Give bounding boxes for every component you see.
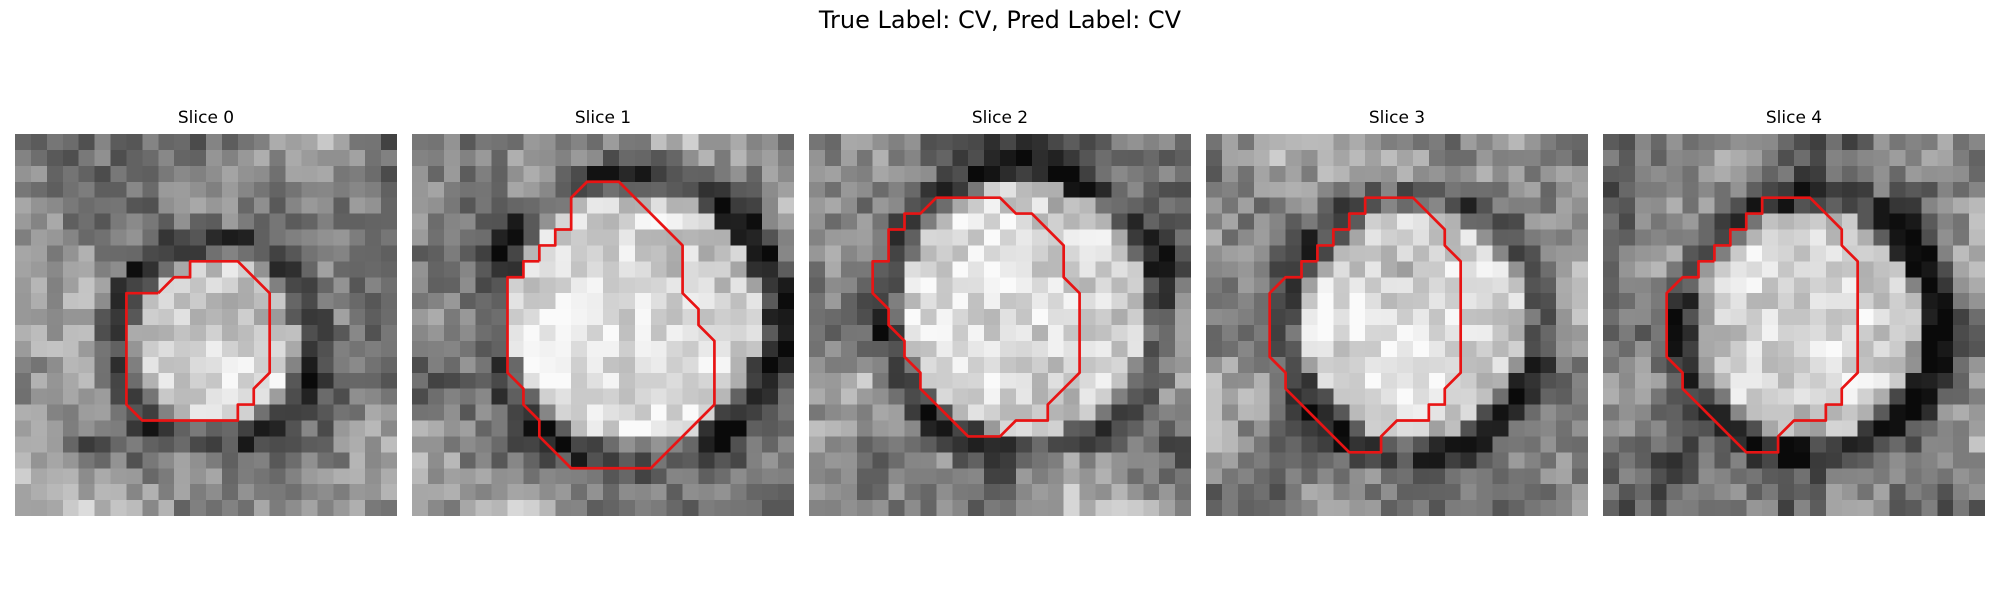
slice-2-contour bbox=[871, 196, 1081, 438]
slice-0-image bbox=[15, 134, 397, 516]
slice-4-contour bbox=[1665, 196, 1860, 454]
slice-3-image bbox=[1206, 134, 1588, 516]
slice-0-title: Slice 0 bbox=[177, 108, 235, 128]
slice-1-image bbox=[412, 134, 794, 516]
figure-title: True Label: CV, Pred Label: CV bbox=[818, 6, 1182, 34]
slice-4-image bbox=[1603, 134, 1985, 516]
slice-4-title: Slice 4 bbox=[1765, 108, 1823, 128]
slice-0-contour bbox=[125, 259, 272, 422]
slice-3-contour bbox=[1268, 196, 1463, 454]
slice-3-title: Slice 3 bbox=[1368, 108, 1426, 128]
slice-1-title: Slice 1 bbox=[574, 108, 632, 128]
slice-1-contour bbox=[506, 180, 716, 470]
slice-2-image bbox=[809, 134, 1191, 516]
slice-2-title: Slice 2 bbox=[971, 108, 1029, 128]
